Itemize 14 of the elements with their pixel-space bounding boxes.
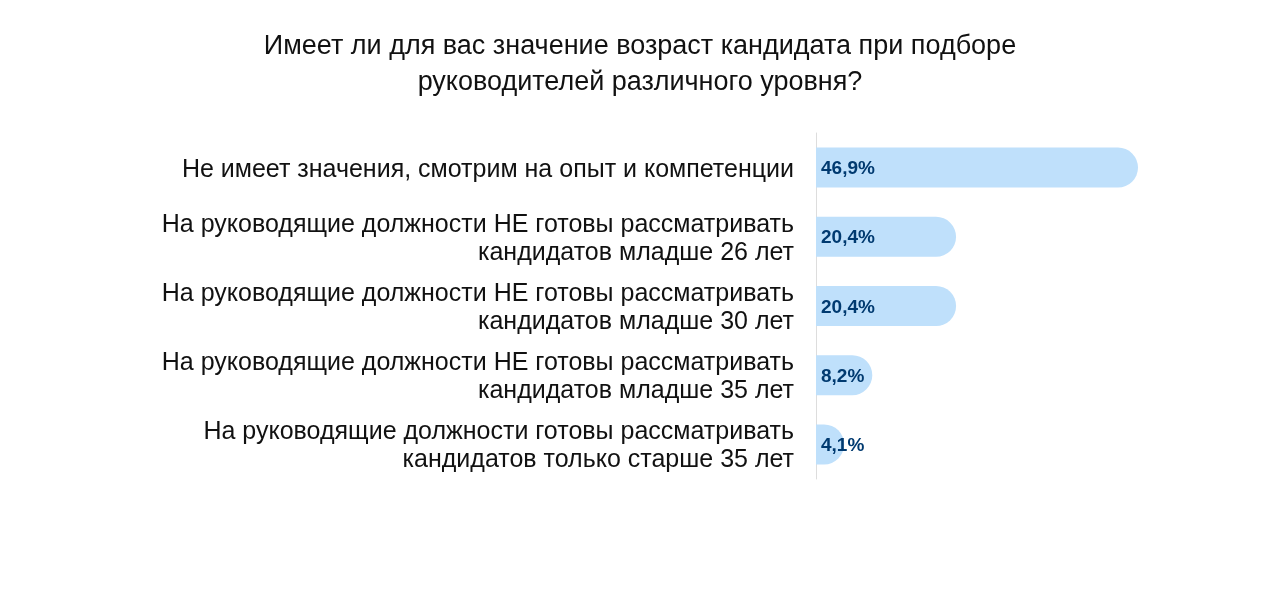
data-label: 4,1% [821,433,865,455]
data-label: 20,4% [821,226,875,248]
y-tick-label: Не имеет значения, смотрим на опыт и компетенции [181,153,794,182]
bar [816,216,957,257]
bar [816,286,957,326]
y-tick-label: На руководящие должности готовы рассматривать кандидатов только старше 35 лет [203,416,795,473]
data-label: 20,4% [821,295,875,317]
chart-title: Имеет ли для вас значение возраст кандидата при подборе руководителей различного уровня? [263,30,1017,96]
y-tick-label: На руководящие должности НЕ готовы рассматривать кандидатов младше 35 лет [161,347,795,404]
y-tick-label: На руководящие должности НЕ готовы рассматривать кандидатов младше 30 лет [161,278,795,334]
bar [816,147,1138,188]
data-label: 8,2% [821,364,865,386]
data-label: 46,9% [821,157,875,179]
y-tick-label: На руководящие должности НЕ готовы рассматривать кандидатов младше 26 лет [161,208,795,265]
